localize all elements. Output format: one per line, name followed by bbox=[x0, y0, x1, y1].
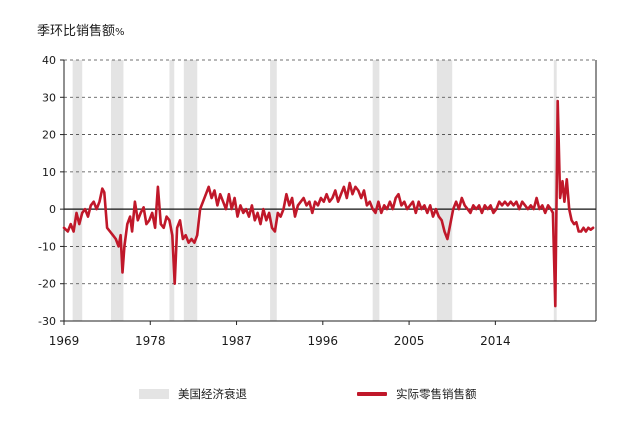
series-layer bbox=[62, 99, 595, 308]
y-tick-label-6: -20 bbox=[38, 278, 56, 291]
recession-band-7 bbox=[553, 60, 557, 321]
legend-swatch-retail-sales bbox=[357, 392, 387, 396]
recession-band-2 bbox=[169, 60, 175, 321]
axes: 40 30 20 10 0 -10 -20 -30 1969 1978 1987 1996 2005 20… bbox=[38, 54, 597, 348]
x-tick-label-0: 1969 bbox=[49, 334, 80, 348]
y-tick-label-2: 20 bbox=[42, 129, 56, 142]
y-tick-label-7: -30 bbox=[38, 315, 56, 328]
chart-title: 季环比销售额% bbox=[37, 20, 125, 39]
legend-swatch-recession bbox=[139, 389, 169, 399]
legend-retail-sales: 实际零售销售额 bbox=[357, 386, 477, 402]
chart-title-text: 季环比销售额 bbox=[37, 24, 116, 39]
y-tick-label-0: 40 bbox=[42, 54, 56, 67]
recession-bands bbox=[72, 60, 557, 321]
recession-band-0 bbox=[72, 60, 83, 321]
recession-band-5 bbox=[372, 60, 380, 321]
legend-recession: 美国经济衰退 bbox=[139, 386, 247, 402]
recession-band-1 bbox=[110, 60, 124, 321]
y-tick-label-4: 0 bbox=[49, 203, 56, 216]
legend-label-retail-sales: 实际零售销售额 bbox=[396, 387, 477, 401]
x-tick-label-1: 1978 bbox=[135, 334, 166, 348]
chart-title-unit: % bbox=[115, 27, 125, 38]
x-tick-label-5: 2014 bbox=[480, 334, 511, 348]
y-tick-label-3: 10 bbox=[42, 166, 56, 179]
y-tick-label-5: -10 bbox=[38, 240, 56, 253]
x-tick-label-3: 1996 bbox=[308, 334, 339, 348]
x-tick-label-4: 2005 bbox=[394, 334, 425, 348]
recession-band-4 bbox=[270, 60, 277, 321]
series-line-retail-sales bbox=[62, 99, 595, 308]
gridlines bbox=[64, 59, 596, 322]
legend-label-recession: 美国经济衰退 bbox=[178, 387, 247, 401]
recession-band-3 bbox=[183, 60, 198, 321]
x-tick-label-2: 1987 bbox=[221, 334, 252, 348]
y-tick-label-1: 30 bbox=[42, 91, 56, 104]
recession-band-6 bbox=[436, 60, 453, 321]
